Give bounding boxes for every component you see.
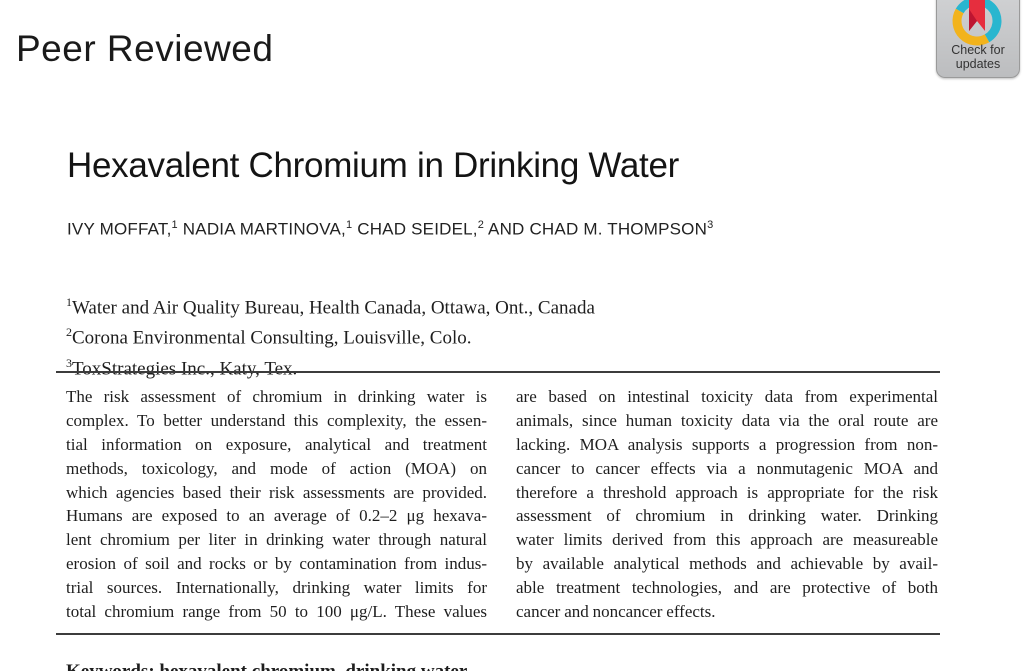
author-name: NADIA MARTINOVA, bbox=[177, 219, 346, 239]
abstract-line: animals, since human toxicity data via t… bbox=[516, 410, 938, 430]
author-name: IVY MOFFAT, bbox=[67, 219, 172, 239]
abstract-line: erosion of soil and rocks or by contamin… bbox=[66, 554, 487, 574]
abstract-line: cancer to cancer effects via a nonmutage… bbox=[516, 458, 938, 478]
affiliation-text: Water and Air Quality Bureau, Health Can… bbox=[72, 297, 595, 319]
affiliations-block: 1Water and Air Quality Bureau, Health Ca… bbox=[66, 290, 595, 381]
abstract-line: by available analytical methods and achi… bbox=[516, 554, 938, 574]
abstract-bottom-rule bbox=[56, 633, 940, 635]
author-affiliation-ref: 3 bbox=[707, 219, 714, 231]
affiliation-line: 1Water and Air Quality Bureau, Health Ca… bbox=[66, 290, 595, 320]
abstract-top-rule bbox=[56, 371, 940, 373]
affiliation-line: 3ToxStrategies Inc., Katy, Tex. bbox=[66, 351, 595, 381]
abstract-column-left: The risk assessment of chromium in drink… bbox=[66, 385, 487, 624]
author-name: CHAD SEIDEL, bbox=[352, 219, 478, 239]
affiliation-text: Corona Environmental Consulting, Louisvi… bbox=[72, 327, 472, 349]
abstract-line: which agencies based their risk assessme… bbox=[66, 482, 487, 502]
affiliation-number: 1 bbox=[66, 295, 72, 309]
affiliation-line: 2Corona Environmental Consulting, Louisv… bbox=[66, 320, 595, 350]
check-for-updates-badge[interactable]: Check for updates bbox=[936, 0, 1020, 78]
abstract-line: total chromium range from 50 to 100 μg/L… bbox=[66, 602, 487, 622]
check-for-updates-label: Check for updates bbox=[937, 43, 1019, 71]
abstract-line: lacking. MOA analysis supports a progres… bbox=[516, 434, 938, 454]
abstract-line: Humans are exposed to an average of 0.2–… bbox=[66, 506, 487, 526]
abstract-line: therefore a threshold approach is approp… bbox=[516, 482, 938, 502]
abstract-line: The risk assessment of chromium in drink… bbox=[66, 387, 487, 406]
abstract-line: water limits derived from this approach … bbox=[516, 530, 938, 550]
abstract-line: complex. To better understand this compl… bbox=[66, 410, 487, 430]
peer-reviewed-label: Peer Reviewed bbox=[16, 28, 274, 69]
author-affiliation-ref: 1 bbox=[345, 219, 353, 231]
abstract-line: trial sources. Internationally, drinking… bbox=[66, 578, 487, 598]
abstract-line: cancer and noncancer effects. bbox=[516, 602, 716, 622]
abstract-line: assessment of chromium in drinking water… bbox=[516, 506, 938, 526]
abstract-line: methods, toxicology, and mode of action … bbox=[66, 458, 487, 478]
affiliation-number: 2 bbox=[66, 325, 72, 340]
author-name: AND CHAD M. THOMPSON bbox=[484, 219, 708, 239]
author-affiliation-ref: 2 bbox=[477, 219, 485, 231]
authors-line: IVY MOFFAT,1 NADIA MARTINOVA,1 CHAD SEID… bbox=[67, 219, 713, 240]
affiliation-text: ToxStrategies Inc., Katy, Tex. bbox=[72, 357, 298, 379]
author-affiliation-ref: 1 bbox=[171, 219, 178, 231]
badge-line-1: Check for bbox=[951, 43, 1005, 57]
article-title: Hexavalent Chromium in Drinking Water bbox=[67, 146, 679, 185]
abstract-line: lent chromium per liter in drinking wate… bbox=[66, 530, 487, 550]
keywords-line-partial: Keywords: hexavalent chromium, drinking … bbox=[66, 661, 467, 671]
abstract-line: able treatment technologies, and are pro… bbox=[516, 578, 938, 598]
badge-line-2: updates bbox=[955, 56, 1001, 71]
abstract-column-right: are based on intestinal toxicity data fr… bbox=[516, 385, 938, 624]
affiliation-number: 3 bbox=[66, 355, 72, 370]
abstract-line: are based on intestinal toxicity data fr… bbox=[516, 387, 938, 406]
crossmark-logo-icon bbox=[952, 0, 1002, 46]
abstract-line: tial information on exposure, analytical… bbox=[66, 434, 487, 454]
